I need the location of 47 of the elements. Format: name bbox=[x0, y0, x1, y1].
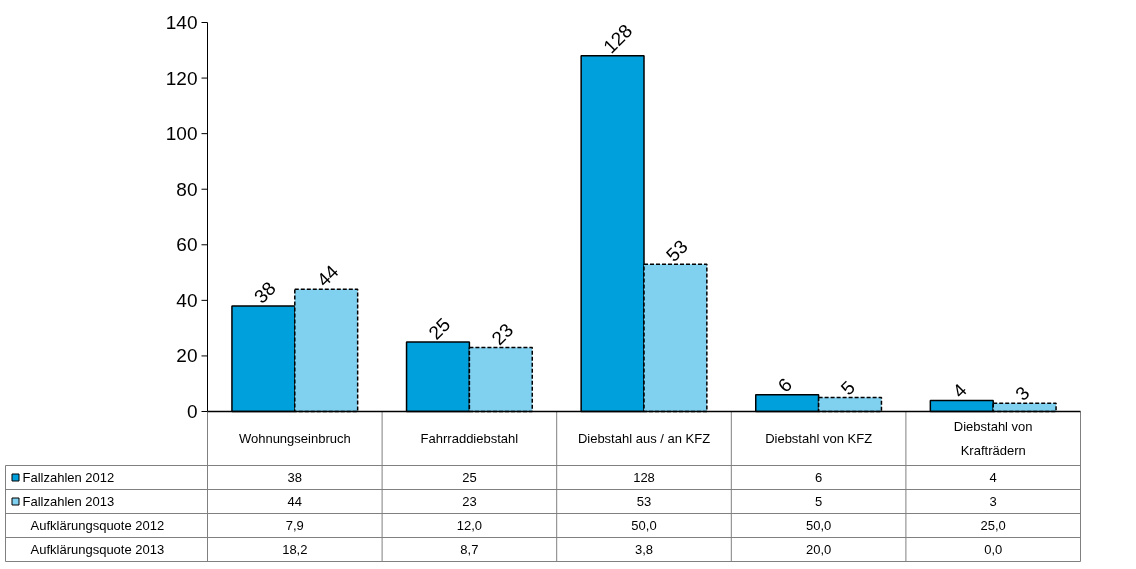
text: 25,0 bbox=[980, 518, 1006, 533]
text: Aufklärungsquote 2012 bbox=[30, 518, 165, 533]
text: 20,0 bbox=[805, 542, 832, 557]
text: 12,0 bbox=[456, 518, 483, 533]
text: 25 bbox=[424, 313, 455, 344]
y-tick-label: 20 bbox=[176, 345, 198, 367]
y-tick-label: 0 bbox=[186, 401, 198, 422]
text: 53 bbox=[662, 235, 692, 266]
text: 7,9 bbox=[285, 518, 304, 533]
text: 8,7 bbox=[460, 542, 479, 557]
x-tick-label: Wohnungseinbruch bbox=[238, 431, 351, 446]
data-label: 3 bbox=[989, 494, 997, 509]
text: 5 bbox=[836, 376, 859, 400]
text: 18,2 bbox=[282, 542, 308, 557]
text: 23 bbox=[487, 319, 518, 350]
data-label: 128 bbox=[633, 470, 655, 485]
y-tick-label: 140 bbox=[165, 12, 198, 33]
data-label: 25 bbox=[462, 470, 477, 485]
data-label: 4 bbox=[989, 470, 997, 485]
data-label: 6 bbox=[814, 470, 823, 485]
data-label: 5 bbox=[814, 494, 823, 509]
text: 3,8 bbox=[634, 542, 654, 557]
text: Aufklärungsquote 2013 bbox=[30, 542, 165, 557]
text: 44 bbox=[312, 260, 343, 291]
y-tick-label: 40 bbox=[176, 289, 198, 311]
text: 128 bbox=[599, 20, 637, 58]
text: 0,0 bbox=[984, 542, 1003, 557]
y-tick-label: 120 bbox=[165, 67, 198, 89]
data-label: 44 bbox=[287, 494, 303, 509]
legend-label: Fallzahlen 2012 bbox=[22, 470, 115, 485]
text: 50,0 bbox=[631, 518, 657, 533]
x-tick-label: Diebstahl von Krafträdern bbox=[953, 419, 1033, 458]
data-label: 38 bbox=[287, 470, 303, 485]
text: 4 bbox=[948, 379, 971, 402]
data-label: 23 bbox=[462, 494, 477, 509]
x-tick-label: Fahrraddiebstahl bbox=[420, 431, 519, 446]
text: 38 bbox=[249, 277, 280, 308]
legend-label: Fallzahlen 2013 bbox=[22, 494, 115, 509]
x-tick-label: Diebstahl aus / an KFZ bbox=[577, 431, 711, 446]
y-tick-label: 100 bbox=[165, 123, 198, 145]
x-tick-label: Diebstahl von KFZ bbox=[765, 431, 873, 446]
text: 3 bbox=[1011, 382, 1034, 405]
data-label: 53 bbox=[636, 494, 652, 509]
text: 50,0 bbox=[805, 518, 832, 533]
y-tick-label: 80 bbox=[176, 178, 198, 200]
text: 6 bbox=[773, 373, 797, 397]
y-tick-label: 60 bbox=[176, 234, 198, 256]
